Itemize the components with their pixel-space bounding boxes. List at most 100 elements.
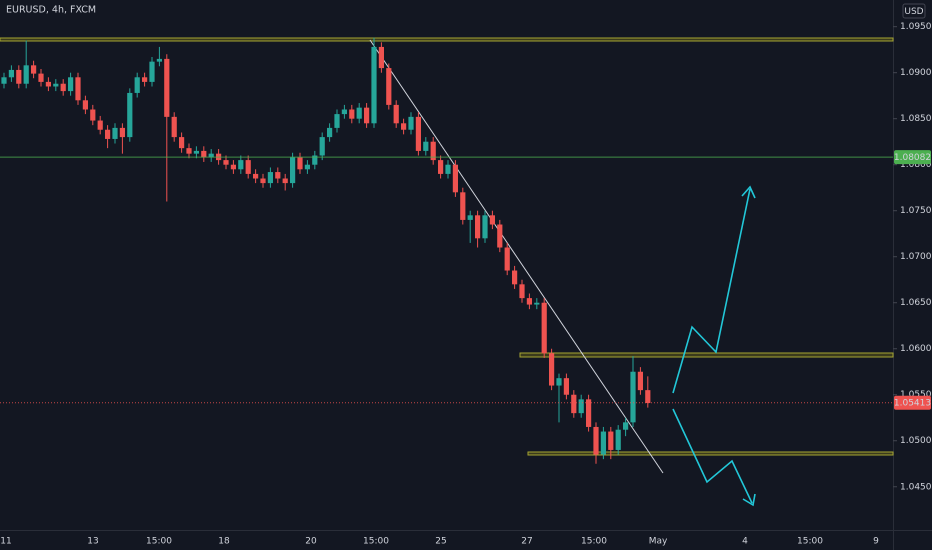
currency-box[interactable] [902,3,926,19]
x-tick-label: 15:00 [363,537,389,547]
down-arrow [672,408,753,504]
candle-body [267,172,273,184]
candle-body [541,302,547,354]
candle-body [8,69,14,78]
candle-body [460,192,466,220]
candle-body [578,399,584,414]
x-tick-label: 18 [218,537,230,547]
candle-body [371,46,377,124]
candle-body [245,160,251,174]
price-label: 1.08082 [894,153,931,163]
candle-body [53,83,59,87]
candle-body [230,164,236,170]
candle-body [549,353,555,386]
candle-body [82,100,88,110]
resistance-zone [0,37,894,42]
symbol-title: EURUSD, 4h, FXCM [6,5,96,16]
candle-body [290,157,296,184]
candle-body [134,77,140,93]
up-arrow [672,188,751,394]
candle-body [563,378,569,395]
y-tick-label: 1.06500 [900,298,932,308]
candle-body [512,270,518,285]
candle-body [238,160,244,170]
y-tick-label: 1.05500 [900,390,932,400]
candle-body [208,153,214,158]
candle-body [600,431,606,455]
currency-label: USD [904,7,923,17]
candle-body [571,394,577,414]
x-tick-label: 4 [742,537,748,547]
candle-body [319,137,325,156]
price-label-box [894,395,931,410]
y-tick-label: 1.09500 [900,22,932,32]
candle-body [415,116,421,151]
candle-body [401,123,407,130]
candle-body [223,160,229,165]
candle-body [38,73,44,82]
candle-body [23,65,29,84]
candle-body [408,116,414,130]
candle-body [156,58,162,62]
candle-body [452,164,458,193]
candle-body [556,378,562,386]
down-arrow-head [742,493,756,507]
candle-body [1,77,7,84]
candle-body [31,65,37,74]
candle-body [356,107,362,119]
x-tick-label: 15:00 [797,537,823,547]
candle-body [386,68,392,105]
candle-body [201,150,207,158]
candle-body [186,148,192,154]
candle-body [637,371,643,391]
candle-body [630,371,636,423]
candle-body [430,141,436,161]
candle-body [393,104,399,124]
candle-body [112,127,118,139]
y-tick-label: 1.08000 [900,160,932,170]
candle-body [445,164,451,174]
up-arrow-head [741,185,756,199]
price-label: 1.05413 [894,399,931,409]
candle-body [312,155,318,165]
candle-body [467,215,473,220]
candle-body [90,109,96,121]
candle-body [142,77,148,82]
candle-body [534,302,540,305]
candle-body [105,129,111,139]
candle-body [593,426,599,455]
candle-body [334,114,340,128]
candle-body [364,107,370,124]
candle-body [378,46,384,69]
x-tick-label: 13 [87,537,98,547]
resistance-zone [519,352,894,358]
x-tick-label: 20 [305,537,317,547]
candle-body [193,150,199,154]
y-tick-label: 1.04500 [900,482,932,492]
candle-body [519,284,525,299]
candle-body [97,120,103,130]
candle-body [282,178,288,184]
candle-body [75,77,81,101]
x-tick-label: 11 [0,537,11,547]
y-tick-label: 1.08500 [900,114,932,124]
candle-body [489,215,495,225]
x-tick-label: 27 [521,537,532,547]
candle-body [45,81,51,87]
x-tick-label: 15:00 [581,537,607,547]
candle-body [179,137,185,149]
candle-body [526,298,532,305]
candle-body [297,157,303,170]
x-tick-label: May [649,537,668,547]
candle-body [16,69,22,84]
price-label-box [894,150,931,165]
candle-body [171,116,177,138]
y-tick-label: 1.09000 [900,68,932,78]
candle-body [497,224,503,248]
candle-body [645,390,651,404]
candle-body [119,127,125,138]
candle-body [149,61,155,82]
x-tick-label: 9 [873,537,879,547]
candle-body [615,429,621,450]
